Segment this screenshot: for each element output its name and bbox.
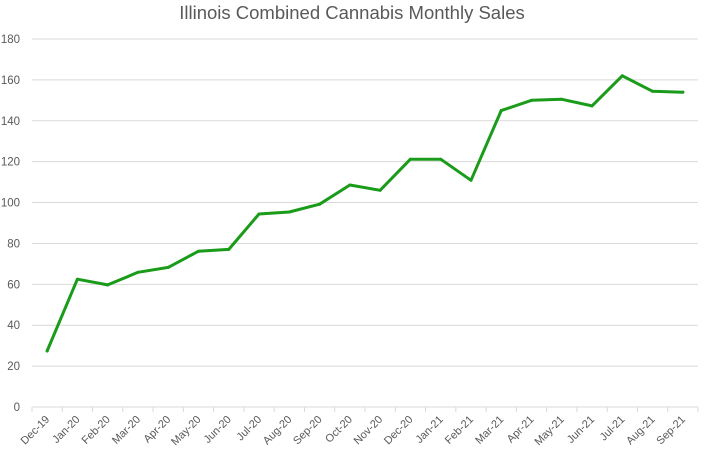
x-tick-label: Oct-20 <box>323 414 355 446</box>
x-tick-label: Jun-21 <box>565 414 597 446</box>
data-point <box>499 109 503 113</box>
data-point <box>75 277 79 281</box>
data-point <box>287 210 291 214</box>
x-tick-label: May-21 <box>532 414 566 448</box>
data-point <box>439 157 443 161</box>
data-point <box>348 183 352 187</box>
x-tick-label: Apr-20 <box>142 414 174 446</box>
data-point <box>257 212 261 216</box>
y-tick-label: 100 <box>1 198 20 210</box>
x-tick-label: Jun-20 <box>202 414 234 446</box>
y-tick-label: 40 <box>7 320 20 332</box>
data-point <box>651 89 655 93</box>
data-point <box>408 157 412 161</box>
x-tick-label: Sep-21 <box>654 414 688 448</box>
x-tick-label: Feb-20 <box>80 414 113 447</box>
y-tick-label: 20 <box>7 361 20 373</box>
y-tick-label: 80 <box>7 238 20 250</box>
x-tick-label: Feb-21 <box>443 414 476 447</box>
y-tick-label: 60 <box>7 279 20 291</box>
data-point <box>620 74 624 78</box>
data-point <box>197 249 200 253</box>
x-tick-label: Nov-20 <box>352 414 386 448</box>
x-tick-label: Apr-21 <box>505 414 537 446</box>
data-point <box>318 202 322 206</box>
data-point <box>681 90 685 94</box>
data-point <box>378 188 382 192</box>
data-point <box>136 270 140 274</box>
data-point <box>469 178 473 182</box>
data-point <box>45 349 49 353</box>
y-tick-label: 160 <box>1 75 20 87</box>
data-point <box>227 247 231 251</box>
data-point <box>530 98 533 102</box>
data-point <box>106 283 110 287</box>
x-tick-label: Dec-19 <box>19 414 53 448</box>
x-tick-label: Aug-20 <box>261 414 295 448</box>
series-lines <box>45 74 685 353</box>
y-tick-label: 120 <box>1 157 20 169</box>
chart-title: Illinois Combined Cannabis Monthly Sales <box>179 2 525 23</box>
x-tick-label: Jan-20 <box>50 414 82 446</box>
y-tick-label: 180 <box>1 34 20 46</box>
x-tick-label: Mar-20 <box>110 414 143 447</box>
x-tick-label: Jan-21 <box>414 414 446 446</box>
data-point <box>166 265 170 269</box>
gridlines <box>32 38 698 367</box>
y-tick-label: 140 <box>1 116 20 128</box>
series-line <box>45 74 685 353</box>
data-point <box>590 104 594 108</box>
x-tick-label: Sep-20 <box>291 414 325 448</box>
data-point <box>560 97 564 101</box>
x-axis: Dec-19Jan-20Feb-20Mar-20Apr-20May-20Jun-… <box>19 406 699 448</box>
x-tick-label: Mar-21 <box>473 414 506 447</box>
x-tick-label: Dec-20 <box>382 414 416 448</box>
y-tick-label: 0 <box>14 402 20 414</box>
y-axis-labels: 0 20 40 60 80 100 120 140 160 180 <box>1 34 20 414</box>
x-tick-label: May-20 <box>169 414 203 448</box>
x-tick-label: Aug-21 <box>624 414 658 448</box>
